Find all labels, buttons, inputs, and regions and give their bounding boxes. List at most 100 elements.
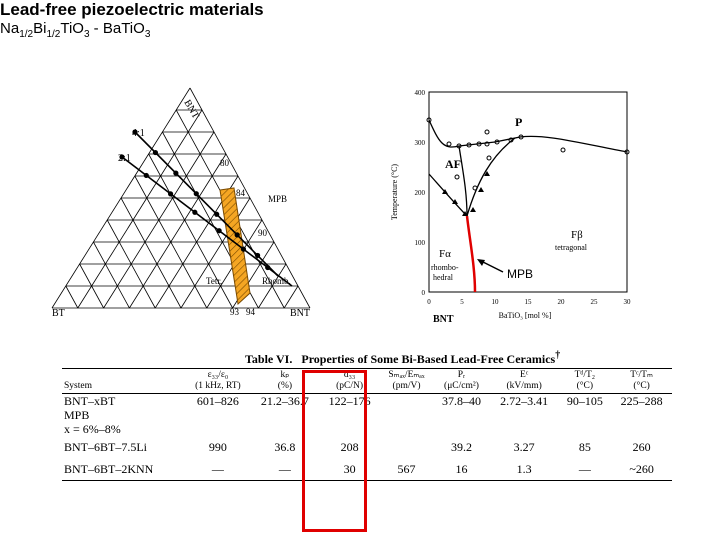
composition-point	[193, 191, 199, 197]
slide-title: Lead-free piezoelectric materials	[0, 0, 264, 19]
table-cell: BNT–6BT–7.5Li	[64, 440, 147, 454]
data-point	[484, 129, 490, 135]
phase-label: Fα	[439, 248, 451, 260]
table-cell: 260	[632, 440, 651, 454]
x-left-label: BNT	[433, 314, 454, 325]
column-header: kₚ (%)	[277, 370, 293, 391]
table-cell: 2.72–3.41	[500, 394, 549, 408]
y-axis-label: Temperature (°C)	[390, 164, 399, 221]
ratio-label: 2:1	[118, 153, 131, 164]
table-cell: 990	[208, 440, 227, 454]
table-cell	[433, 408, 490, 422]
table-title: Table VI. Properties of Some Bi-Based Le…	[245, 350, 561, 366]
table-cell	[185, 422, 250, 436]
d33-highlight-box	[302, 370, 367, 532]
column-header: Sₘₐₓ/Eₘₐₓ (pm/V)	[388, 370, 425, 391]
composition-line	[134, 131, 279, 277]
x-tick-label: 0	[427, 298, 431, 306]
slide-subtitle: Na1/2Bi1/2TiO3 - BaTiO3	[0, 20, 151, 40]
table-cell: 567	[397, 462, 416, 476]
table-header-row: System ε₃₃/ε₀ (1 kHz, RT) kₚ (%) d₃₃ (pC/N)…	[62, 368, 672, 394]
table-cell: 16	[455, 462, 468, 476]
phase-boundary-vertical	[458, 145, 468, 217]
grid-line	[103, 131, 215, 309]
ratio-label: 4:1	[132, 128, 145, 139]
table-row: MPB	[62, 408, 672, 422]
data-point	[560, 147, 566, 153]
composition-point	[119, 154, 125, 160]
data-point	[624, 149, 630, 155]
table-cell: x = 6%–8%	[64, 422, 121, 436]
table-cell: 225–288	[620, 394, 663, 408]
phase-label: hedral	[433, 273, 454, 282]
table-cell	[380, 436, 433, 458]
table-cell: 30	[343, 462, 356, 476]
mpb-label: MPB	[507, 267, 533, 281]
composition-point	[173, 170, 179, 176]
data-point	[452, 199, 458, 204]
table-cell: —	[211, 462, 224, 476]
data-point	[484, 141, 490, 147]
phase-label: rhombo-	[431, 263, 459, 272]
data-point	[462, 211, 468, 216]
table-cell	[380, 408, 433, 422]
grid-line	[65, 285, 79, 309]
data-point	[446, 141, 452, 147]
x-axis-label: BaTiO₃ [mol %]	[499, 311, 552, 320]
data-point	[456, 143, 462, 149]
plot-frame	[428, 91, 628, 293]
table-cell	[490, 408, 559, 422]
table-cell	[380, 422, 433, 436]
table-cell: BNT–xBT	[64, 394, 116, 408]
apex-left-label: BT	[52, 308, 65, 319]
table-cell: ~260	[629, 462, 654, 476]
phase-diagram: 0 100 200 300 400 0 5 10 15 20 25 30 Temperature (…	[390, 89, 631, 325]
composition-point	[167, 191, 174, 197]
table-cell	[490, 422, 559, 436]
bottom-label: 93	[230, 307, 240, 317]
y-tick-label: 400	[415, 89, 426, 97]
data-point	[508, 137, 514, 143]
x-tick-label: 10	[492, 298, 500, 306]
phase-label: tetragonal	[555, 243, 588, 252]
composition-point	[240, 246, 247, 252]
mpb-arrow-head	[477, 259, 485, 266]
grid-line	[283, 285, 299, 309]
column-header: Tᶜ/Tₘ (°C)	[630, 370, 653, 391]
column-header: Pᵣ (μC/cm²)	[444, 370, 479, 391]
table-cell: 36.8	[274, 440, 296, 454]
ternary-diagram: BNT BT BNT 4:1 2:1 80 84 90 MPB Tetr. Rh…	[51, 87, 311, 319]
composition-point	[143, 172, 149, 179]
column-header: ε₃₃/ε₀ (1 kHz, RT)	[195, 370, 241, 391]
phase-boundary-ft	[466, 137, 516, 217]
table-cell: 122–176	[328, 394, 371, 408]
table-cell: 90–105	[566, 394, 603, 408]
grid-line	[93, 241, 130, 309]
composition-point	[214, 211, 220, 217]
grid-line	[148, 153, 233, 309]
y-tick-label: 100	[415, 239, 426, 247]
composition-point	[152, 149, 159, 156]
table-cell: 39.2	[450, 440, 472, 454]
table-cell: 3.27	[513, 440, 535, 454]
properties-table: System ε₃₃/ε₀ (1 kHz, RT) kₚ (%) d₃₃ (pC/N)…	[62, 368, 672, 481]
region-label: MPB	[268, 194, 287, 204]
table-cell: 21.2–36.7	[260, 394, 309, 408]
y-tick-label: 300	[415, 139, 426, 147]
region-label: Tetr.	[206, 276, 222, 286]
table-cell: 1.3	[516, 462, 532, 476]
table-cell	[611, 422, 672, 436]
table-cell: —	[278, 462, 291, 476]
data-point	[472, 185, 478, 191]
table-row: BNT–xBT 601–826 21.2–36.7 122–176 37.8–4…	[62, 394, 672, 409]
data-point	[518, 134, 524, 140]
composition-point	[216, 228, 222, 234]
table-cell: MPB	[64, 408, 90, 422]
data-point	[454, 174, 460, 180]
column-header: Eᶜ (kV/mm)	[506, 370, 542, 391]
table-cell	[433, 422, 490, 436]
table-cell: 37.8–40	[441, 394, 481, 408]
grid-line	[120, 197, 182, 309]
grid-line	[77, 109, 203, 309]
table-row: BNT–6BT–7.5Li 990 36.8 208 39.2 3.27 85 …	[62, 436, 672, 458]
